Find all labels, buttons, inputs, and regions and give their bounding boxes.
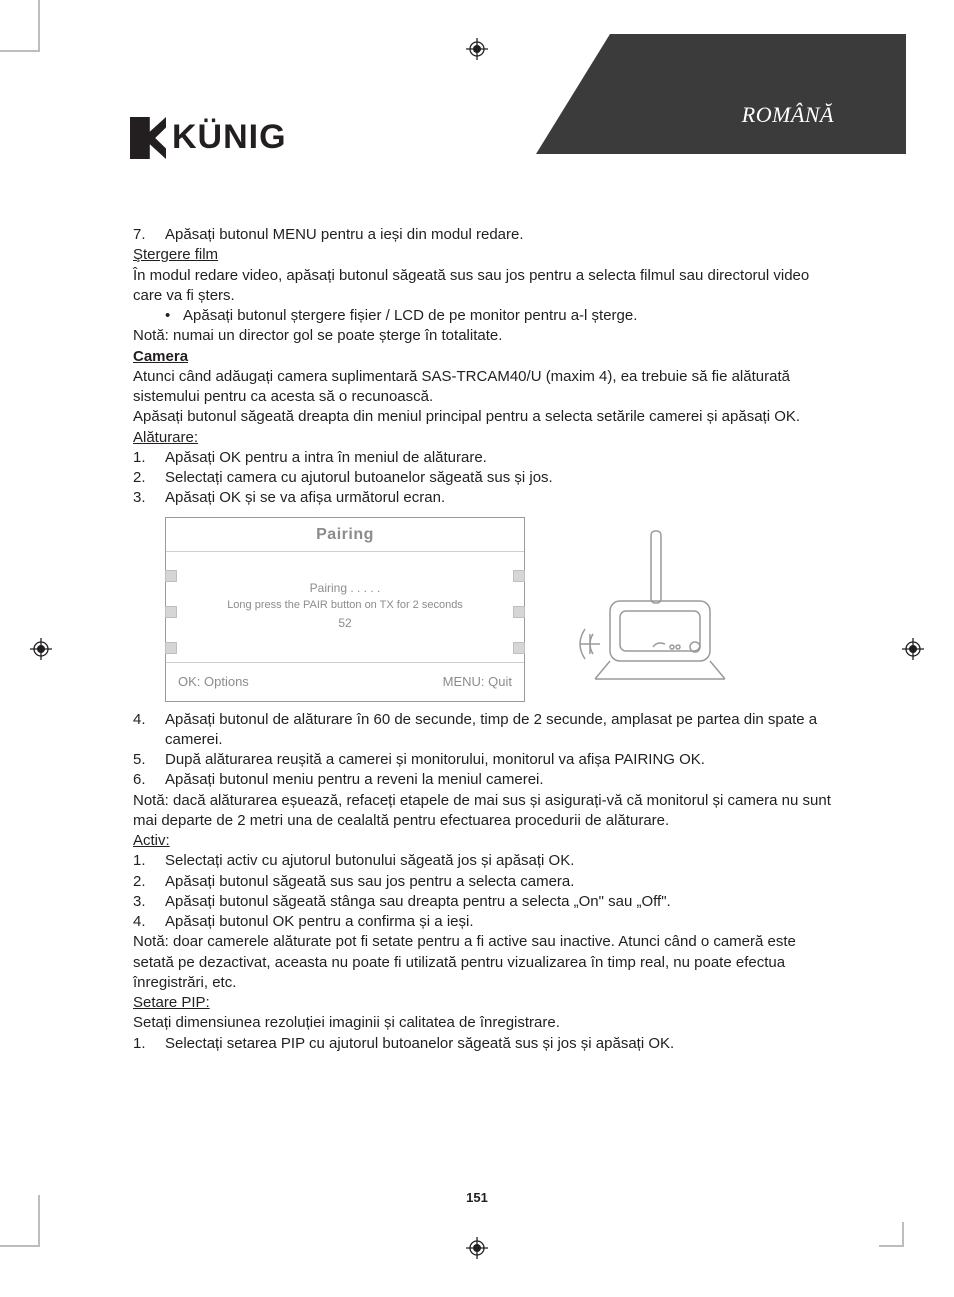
camera-heading: Camera — [133, 347, 833, 367]
registration-mark-icon — [902, 638, 924, 660]
list-item: 4.Apăsați butonul de alăturare în 60 de … — [133, 710, 833, 751]
list-item: 1.Apăsați OK pentru a intra în meniul de… — [133, 448, 833, 468]
delete-heading: Ştergere film — [133, 245, 833, 265]
pairing-heading: Alăturare: — [133, 428, 833, 448]
konig-logo: KÜNIG — [130, 115, 287, 161]
pairing-line2: Long press the PAIR button on TX for 2 s… — [176, 598, 514, 613]
pairing-foot-left: OK: Options — [178, 673, 249, 691]
note-text: Notă: dacă alăturarea eșuează, refaceți … — [133, 791, 833, 832]
list-item: 7.Apăsați butonul MENU pentru a ieși din… — [133, 225, 833, 245]
page-number: 151 — [466, 1189, 488, 1207]
crop-mark — [38, 1195, 40, 1247]
pairing-line1: Pairing . . . . . — [176, 580, 514, 596]
list-item: 5.După alăturarea reușită a camerei și m… — [133, 750, 833, 770]
list-item: 2.Selectați camera cu ajutorul butoanelo… — [133, 468, 833, 488]
list-item: Apăsați butonul ștergere fișier / LCD de… — [133, 306, 833, 326]
list-item: 3.Apăsați OK și se va afișa următorul ec… — [133, 488, 833, 508]
list-item: 6.Apăsați butonul meniu pentru a reveni … — [133, 770, 833, 790]
body-text: În modul redare video, apăsați butonul s… — [133, 266, 833, 307]
note-text: Notă: numai un director gol se poate ște… — [133, 326, 833, 346]
pip-heading: Setare PIP: — [133, 993, 833, 1013]
crop-mark — [38, 0, 40, 52]
page-content: 7.Apăsați butonul MENU pentru a ieși din… — [133, 225, 833, 1054]
figure-row: Pairing Pairing . . . . . Long press the… — [165, 517, 833, 702]
crop-mark — [0, 50, 40, 52]
list-item: 3.Apăsați butonul săgeată stânga sau dre… — [133, 892, 833, 912]
pairing-foot-right: MENU: Quit — [443, 673, 512, 691]
list-item: 1.Selectați activ cu ajutorul butonului … — [133, 851, 833, 871]
pairing-screenshot: Pairing Pairing . . . . . Long press the… — [165, 517, 525, 702]
list-item: 4.Apăsați butonul OK pentru a confirma ș… — [133, 912, 833, 932]
step-text: Apăsați butonul MENU pentru a ieși din m… — [165, 226, 524, 243]
registration-mark-icon — [466, 38, 488, 60]
header-wedge — [536, 34, 906, 154]
pairing-countdown: 52 — [176, 615, 514, 631]
body-text: Apăsați butonul săgeată dreapta din meni… — [133, 407, 833, 427]
camera-illustration-icon — [565, 529, 735, 689]
pairing-title: Pairing — [166, 518, 524, 553]
active-heading: Activ: — [133, 831, 833, 851]
crop-mark — [879, 1222, 904, 1247]
registration-mark-icon — [466, 1237, 488, 1259]
registration-mark-icon — [30, 638, 52, 660]
list-item: 1.Selectați setarea PIP cu ajutorul buto… — [133, 1034, 833, 1054]
crop-mark — [0, 1245, 40, 1247]
note-text: Notă: doar camerele alăturate pot fi set… — [133, 932, 833, 993]
logo-k-icon — [130, 117, 166, 159]
body-text: Atunci când adăugați camera suplimentară… — [133, 367, 833, 408]
list-item: 2.Apăsați butonul săgeată sus sau jos pe… — [133, 872, 833, 892]
language-label: ROMÂNĂ — [742, 100, 834, 130]
body-text: Setați dimensiunea rezoluției imaginii ș… — [133, 1013, 833, 1033]
logo-text: KÜNIG — [172, 115, 287, 161]
